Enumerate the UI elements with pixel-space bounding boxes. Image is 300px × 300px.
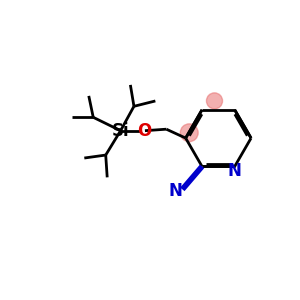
Text: N: N — [228, 163, 242, 181]
Circle shape — [180, 124, 198, 142]
Text: N: N — [169, 182, 183, 200]
Circle shape — [206, 93, 223, 109]
Text: O: O — [137, 122, 152, 140]
Text: Si: Si — [112, 122, 129, 140]
